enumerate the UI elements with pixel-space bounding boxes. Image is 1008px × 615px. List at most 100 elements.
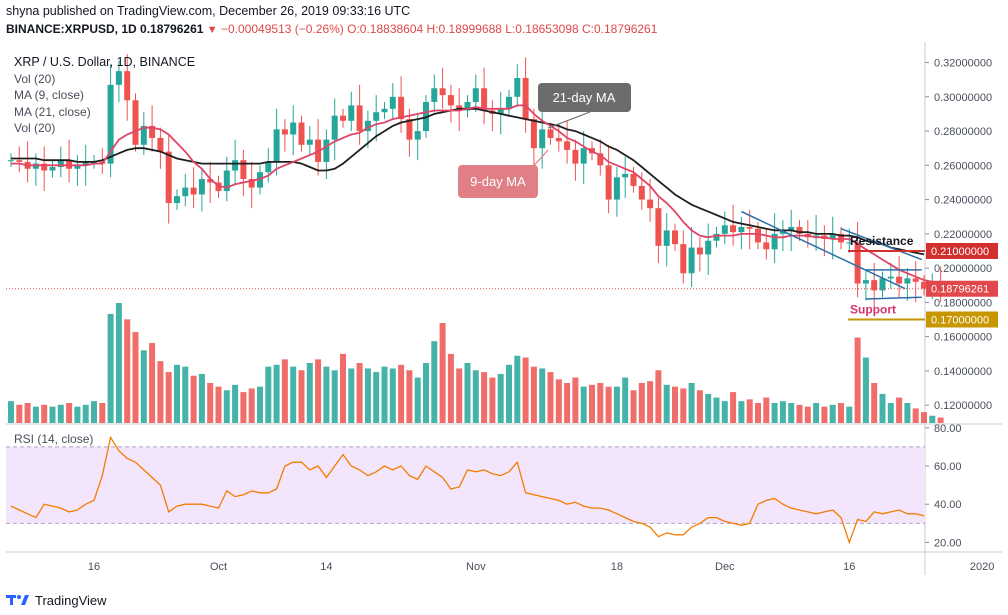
candle-body [738,227,745,233]
candle-body [688,247,695,274]
volume-bar [589,384,595,423]
candle-body [721,225,728,234]
candle-body [630,173,637,186]
volume-bar [107,313,114,423]
legend-volume[interactable]: Vol (20) [14,71,56,86]
volume-bar [57,404,64,423]
candle-body [647,199,654,209]
volume-bar [663,384,670,423]
candle-body [796,227,803,234]
resistance-price-tag [926,242,998,259]
support-label: Support [850,303,896,317]
volume-bar [124,319,131,423]
volume-bar [273,364,280,423]
volume-bar [447,353,454,423]
volume-bar [580,386,587,423]
volume-bar [613,386,620,423]
volume-bar [281,359,288,423]
volume-bar [539,368,546,423]
volume-bar [904,403,911,423]
resistance-label: Resistance [850,234,914,248]
volume-bar [622,377,629,423]
volume-bar [24,403,31,423]
rsi-tick-label: 60.00 [934,461,962,473]
candle-body [298,122,305,145]
candle-body [879,278,886,291]
volume-bar [232,384,239,423]
price-tick-label: 0.32000000 [934,58,992,70]
volume-bar [871,383,878,423]
legend-ma21[interactable]: MA (21, close) [14,104,91,119]
volume-bar [680,388,687,423]
volume-bar [348,368,355,423]
candle-body [896,276,903,284]
volume-bar [157,361,164,423]
volume-bar [398,364,405,423]
volume-bar [41,404,48,423]
rsi-tick-label: 80.00 [934,423,962,435]
candle-body [564,141,571,150]
volume-bar [414,377,421,423]
volume-bar [16,404,23,423]
channel-trendline [865,296,922,300]
symbol: BINANCE:XRPUSD, 1D [6,22,137,36]
volume-bar [763,397,770,423]
volume-bar [423,363,429,423]
volume-bar [8,401,14,423]
channel-trendline [840,228,922,261]
volume-bar [804,406,811,423]
time-tick-label: 14 [320,561,332,573]
volume-bar [514,355,521,423]
candle-body [763,242,770,250]
volume-bar [555,379,562,423]
rsi-label: RSI (14, close) [14,432,94,446]
volume-bar [456,368,463,423]
price-tick-label: 0.16000000 [934,332,992,344]
resistance-price-label: 0.21000000 [931,246,989,258]
candle-body [622,173,629,178]
volume-bar [257,386,263,423]
volume-bar [248,388,255,423]
volume-bar [630,390,637,423]
volume-bar [771,403,778,423]
candle-body [530,119,537,149]
candle-body [672,230,678,245]
volume-bar [647,381,654,423]
candle-body [779,230,786,234]
candle-body [265,161,272,173]
candle-body [854,242,861,284]
candle-body [431,88,438,102]
candle-body [207,179,214,183]
volume-bar [132,332,139,423]
candle-body [8,160,14,162]
ma21-callout-label: 21-day MA [553,90,616,105]
ohlc-values: O:0.18838604 H:0.18999688 L:0.18653098 C… [347,22,658,36]
ma9-callout-label: 9-day MA [470,174,526,189]
candle-body [290,122,297,135]
volume-bar [91,401,97,423]
volume-bar [829,404,836,423]
volume-bar [597,383,604,423]
candle-body [638,185,645,200]
volume-bar [364,368,371,423]
volume-bar [921,412,927,423]
volume-bar [937,417,944,423]
volume-bar [788,403,795,423]
volume-bar [66,403,73,423]
candle-body [539,129,546,149]
candle-body [356,105,363,132]
candle-body [788,227,795,231]
candle-body [730,225,737,233]
tradingview-logo-icon [6,595,29,605]
volume-bar [696,390,703,423]
legend-ma9[interactable]: MA (9, close) [14,88,85,102]
volume-bar [215,386,222,423]
volume-bar [721,401,728,423]
price-tick-label: 0.26000000 [934,160,992,172]
time-tick-label: 2020 [970,561,994,573]
legend-volume-2[interactable]: Vol (20) [14,121,56,135]
candle-body [447,95,454,106]
symbol-quote-line: BINANCE:XRPUSD, 1D 0.18796261 ▼ −0.00049… [6,22,657,36]
price-tick-label: 0.28000000 [934,126,992,138]
